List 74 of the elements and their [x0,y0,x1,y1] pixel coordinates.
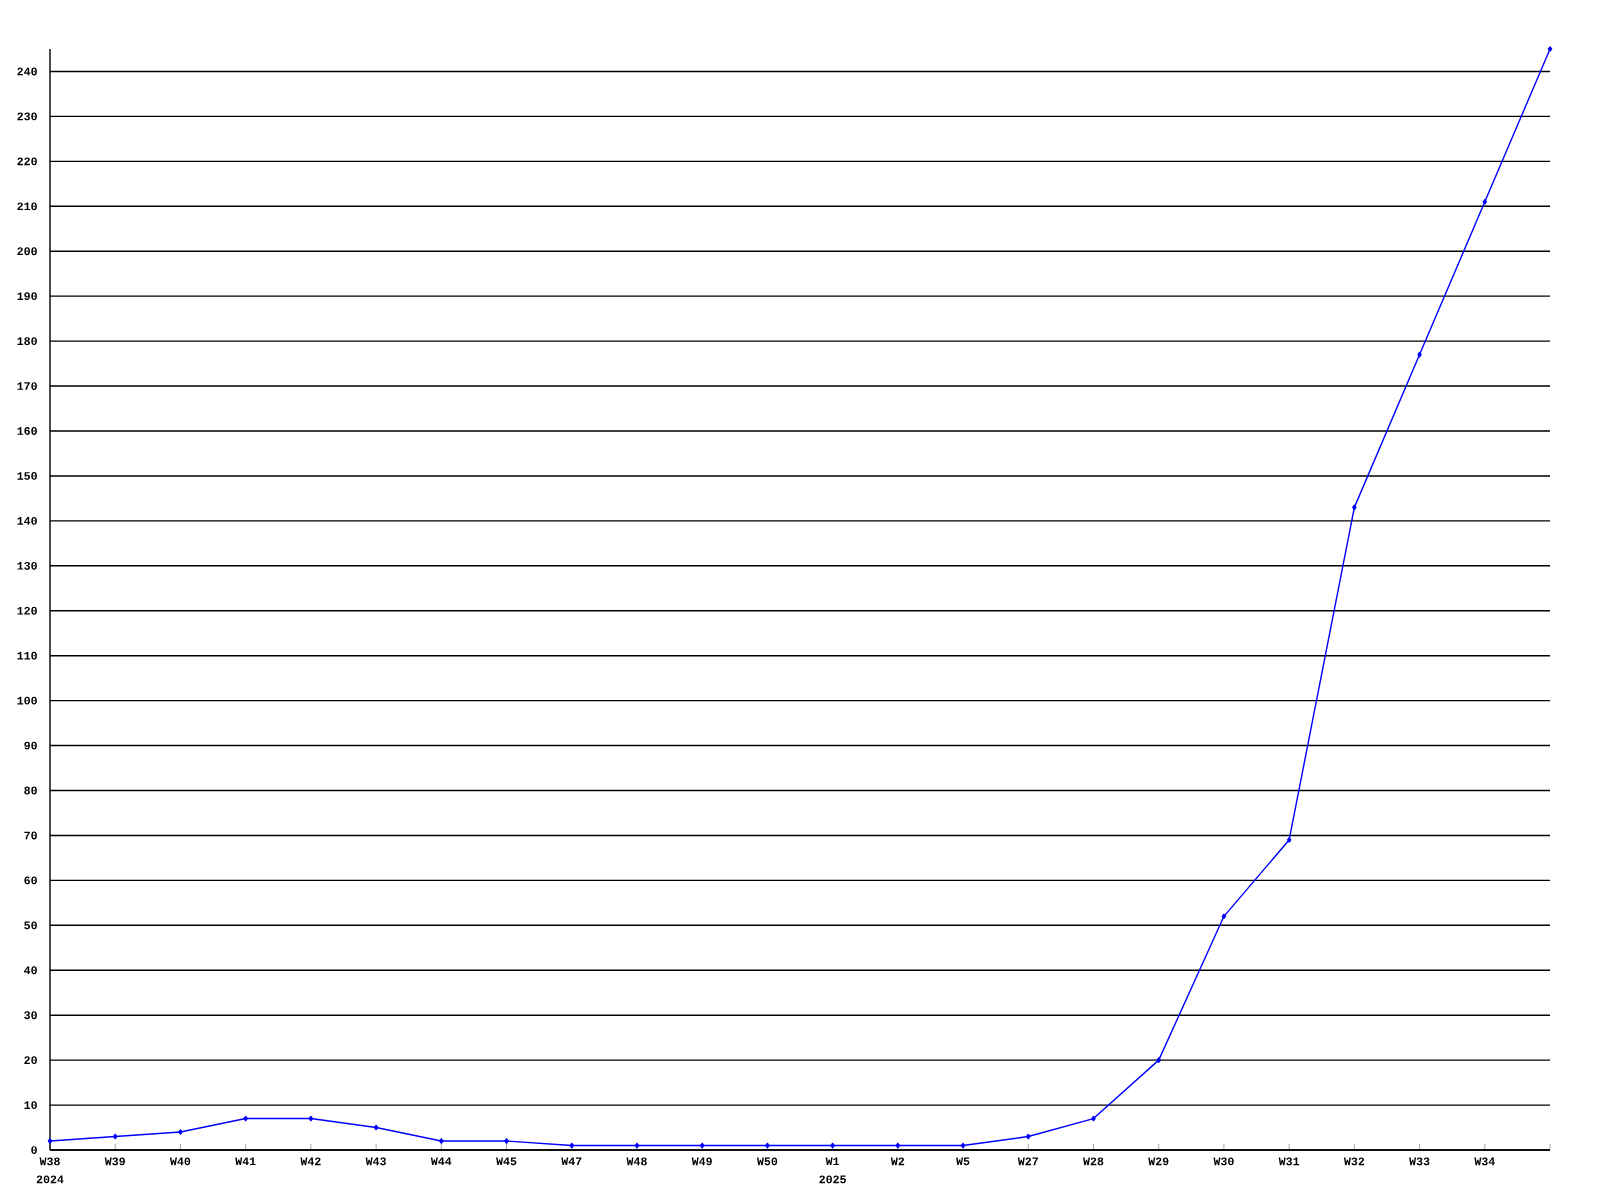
y-tick-label: 140 [17,516,37,525]
y-tick-label: 90 [24,741,37,750]
y-tick-label: 0 [31,1146,37,1154]
text: 2024 [36,1175,64,1184]
point [765,1142,770,1149]
point [373,1124,379,1131]
x-tick-label: W27 [1017,1157,1038,1166]
point [1352,504,1357,511]
x-tick-label: W47 [561,1157,582,1166]
x-tick-label: W32 [1343,1157,1365,1166]
x-tick-label: W38 [39,1157,60,1166]
y-tick-label: 30 [24,1011,37,1020]
point [308,1115,314,1122]
point [47,1138,53,1144]
point [569,1142,575,1149]
x-tick-label: W43 [365,1157,386,1166]
x-tick-label: W41 [235,1157,256,1166]
point [504,1138,509,1144]
y-tick-label: 40 [24,966,37,975]
y-tick-label: 190 [17,292,37,301]
y-tick-label: 110 [17,651,37,660]
x-tick-label: W1 [825,1157,840,1166]
x-tick-label: W45 [496,1157,517,1166]
point [243,1115,248,1122]
x-tick-label: W33 [1409,1157,1430,1166]
y-tick-label: 80 [24,786,37,795]
x-tick-label: W28 [1083,1157,1104,1166]
x-tick-label: W5 [956,1157,970,1166]
y-tick-label: 200 [17,247,37,256]
point [1417,351,1422,358]
point [439,1138,444,1144]
point [1547,46,1553,52]
point [1221,913,1227,920]
x-tick-label: W50 [756,1157,778,1166]
point [830,1142,835,1149]
y-tick-label: 20 [24,1056,37,1065]
x-tick-label: W34 [1474,1157,1495,1166]
y-tick-label: 70 [24,831,37,840]
point [895,1142,901,1149]
text: 2025 [819,1175,846,1184]
point [1025,1133,1031,1140]
y-tick-label: 210 [17,202,37,211]
point [1482,198,1488,205]
y-tick-label: 60 [24,876,37,885]
point [1091,1115,1096,1122]
y-tick-label: 130 [17,561,37,570]
y-tick-label: 230 [17,112,37,121]
x-tick-label: W44 [430,1157,452,1166]
y-tick-label: 180 [17,337,37,346]
y-tick-label: 100 [17,696,37,705]
y-tick-label: 160 [17,427,37,435]
x-tick-label: W49 [691,1157,712,1166]
y-tick-label: 120 [17,606,37,615]
x-tick-label: W42 [300,1157,321,1166]
y-tick-label: 170 [17,382,37,390]
x-tick-label: W48 [626,1157,647,1166]
x-tick-label: W29 [1148,1157,1169,1166]
y-tick-label: 150 [17,472,37,480]
y-tick-label: 220 [17,157,37,166]
point [112,1133,118,1140]
y-tick-label: 10 [24,1101,37,1110]
x-tick-label: W30 [1213,1157,1234,1166]
x-tick-label: W31 [1278,1157,1300,1166]
point [699,1142,705,1149]
x-tick-label: W40 [170,1157,191,1166]
x-tick-label: W39 [104,1157,125,1166]
point [960,1142,966,1149]
y-tick-label: 50 [24,921,37,930]
point [634,1142,640,1149]
point [178,1129,183,1135]
y-tick-label: 240 [17,67,37,76]
x-tick-label: W2 [890,1157,905,1166]
point [1286,837,1292,843]
point [1156,1057,1161,1063]
